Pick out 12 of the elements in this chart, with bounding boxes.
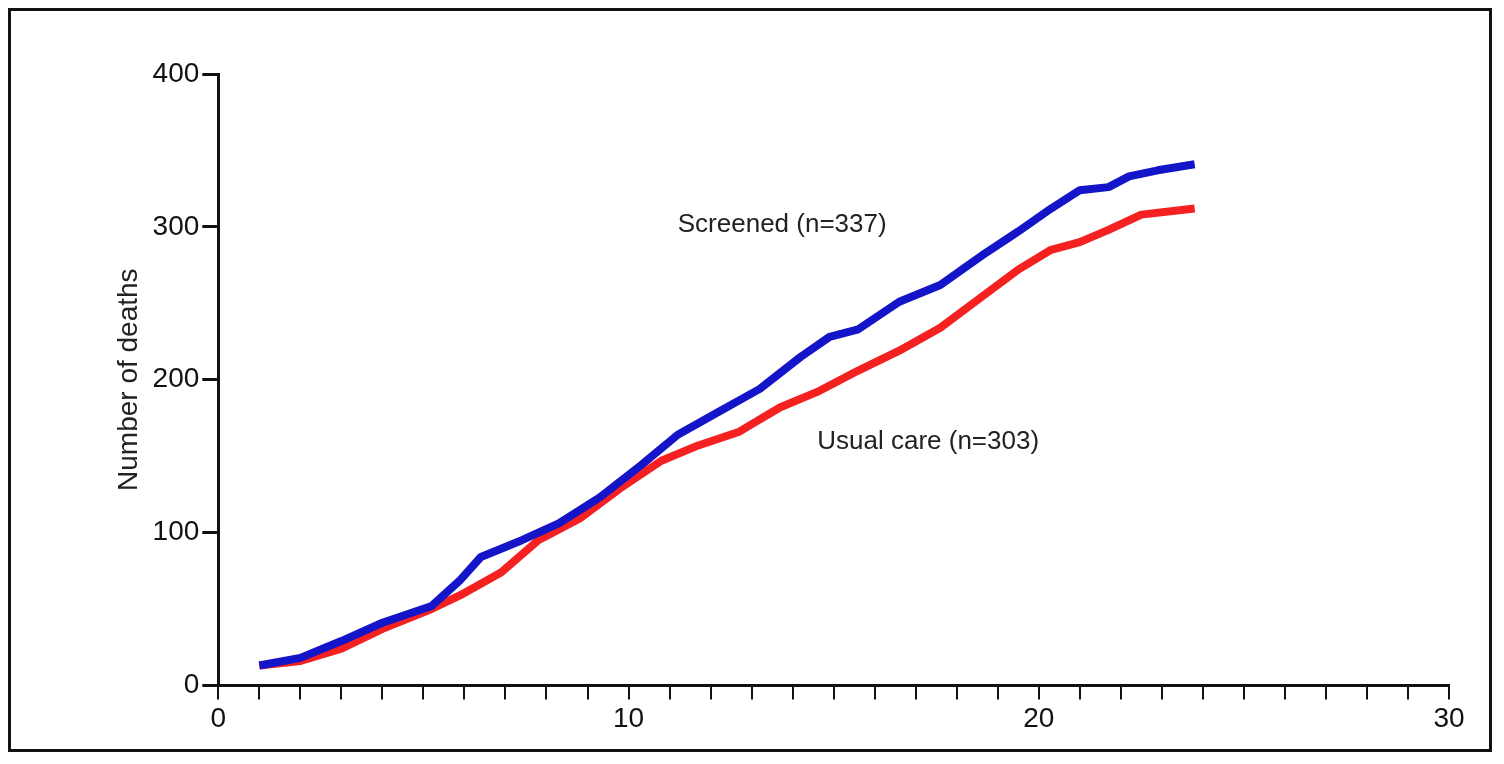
y-tick-label: 100: [152, 515, 200, 547]
series-label: Usual care (n=303): [817, 425, 1040, 456]
y-tick-label: 0: [183, 668, 200, 700]
x-tick-label: 30: [1433, 701, 1465, 733]
y-tick-label: 200: [152, 362, 200, 394]
x-tick-label: 0: [210, 701, 227, 733]
x-tick-label: 10: [612, 701, 645, 733]
y-axis-title: Number of deaths: [111, 268, 143, 491]
x-tick-label: 20: [1023, 701, 1055, 733]
y-tick-label: 400: [152, 56, 200, 88]
text: Screened (n=337): [677, 207, 887, 238]
y-tick-label: 300: [152, 209, 200, 241]
